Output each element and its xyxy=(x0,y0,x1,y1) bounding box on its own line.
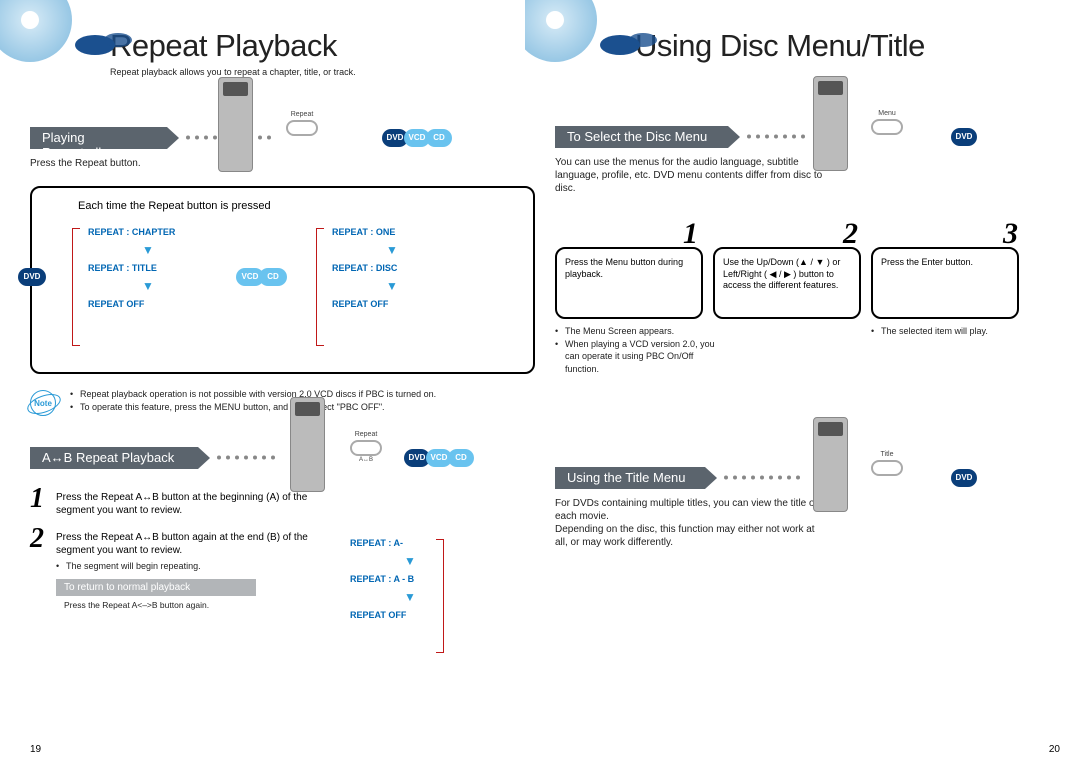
return-bar: To return to normal playback xyxy=(56,579,256,596)
section-ab-repeat: A↔B Repeat Playback xyxy=(30,447,198,469)
section-disc-menu: To Select the Disc Menu xyxy=(555,126,728,148)
repeat-ab-button-icon: Repeat A↔B xyxy=(346,431,386,469)
cd-side-badge: CD xyxy=(259,268,287,286)
remote-icon xyxy=(813,76,848,171)
down-arrow-icon: ▼ xyxy=(322,240,462,260)
step2-box: Use the Up/Down (▲ / ▼ ) or Left/Right (… xyxy=(713,247,861,319)
disc-menu-text: You can use the menus for the audio lang… xyxy=(555,156,845,195)
page-subtitle: Repeat playback allows you to repeat a c… xyxy=(110,67,535,77)
media-badges: DVDVCDCD xyxy=(386,127,452,147)
flow-item: REPEAT : CHAPTER xyxy=(78,224,218,240)
flow-item: REPEAT OFF xyxy=(322,296,462,312)
page-title-left: Repeat Playback xyxy=(110,28,535,64)
flow-item: REPEAT : DISC xyxy=(322,260,462,276)
section-playing-repeatedly: Playing Repeatedly xyxy=(30,127,167,149)
flow-bracket xyxy=(316,228,324,346)
flow-item: REPEAT : TITLE xyxy=(78,260,218,276)
page-number: 20 xyxy=(1049,744,1060,755)
remote-icon xyxy=(218,77,253,172)
step-text: Press the Repeat A↔B button again at the… xyxy=(56,525,310,557)
media-badges: DVD xyxy=(955,467,977,487)
disc-decoration xyxy=(525,0,665,70)
down-arrow-icon: ▼ xyxy=(78,240,218,260)
down-arrow-icon: ▼ xyxy=(340,587,480,607)
note-icon: Note xyxy=(30,390,60,416)
step-number: 1 xyxy=(683,217,698,251)
dvd-side-badge: DVD xyxy=(18,268,46,286)
dots-decor xyxy=(723,475,811,480)
title-button-icon: Title xyxy=(867,451,907,489)
step-number: 2 xyxy=(30,525,56,557)
remote-icon xyxy=(290,397,325,492)
return-text: Press the Repeat A<–>B button again. xyxy=(56,600,310,610)
flow-bracket xyxy=(436,539,444,653)
flow-item: REPEAT : ONE xyxy=(322,224,462,240)
down-arrow-icon: ▼ xyxy=(340,551,480,571)
title-menu-text: For DVDs containing multiple titles, you… xyxy=(555,497,825,549)
disc-decoration xyxy=(0,0,140,70)
down-arrow-icon: ▼ xyxy=(78,276,218,296)
step3-box: Press the Enter button. xyxy=(871,247,1019,319)
dots-decor xyxy=(216,455,286,460)
page-number: 19 xyxy=(30,744,41,755)
media-badges: DVDVCDCD xyxy=(408,447,474,467)
repeat-flow-box: Each time the Repeat button is pressed D… xyxy=(30,186,535,374)
section-title-menu: Using the Title Menu xyxy=(555,467,705,489)
step1-box: Press the Menu button during playback. xyxy=(555,247,703,319)
step-number: 2 xyxy=(843,217,858,251)
ab-flow: REPEAT : A- ▼ REPEAT : A - B ▼ REPEAT OF… xyxy=(340,535,480,623)
step-number: 1 xyxy=(30,485,56,517)
flow-bracket xyxy=(72,228,80,346)
step-number: 3 xyxy=(1003,217,1018,251)
menu-button-icon: Menu xyxy=(867,110,907,148)
dots-decor xyxy=(746,134,814,139)
step1-bullet: When playing a VCD version 2.0, you can … xyxy=(555,338,727,376)
box-caption: Each time the Repeat button is pressed xyxy=(78,200,519,212)
flow-item: REPEAT OFF xyxy=(78,296,218,312)
remote-icon xyxy=(813,417,848,512)
note-block: Note Repeat playback operation is not po… xyxy=(30,388,535,413)
repeat-button-icon: Repeat xyxy=(282,111,322,149)
down-arrow-icon: ▼ xyxy=(322,276,462,296)
step3-bullet: The selected item will play. xyxy=(871,325,1027,338)
page-title-right: Using Disc Menu/Title xyxy=(635,28,1060,64)
step-text: Press the Repeat A↔B button at the begin… xyxy=(56,485,310,517)
step-sub: The segment will begin repeating. xyxy=(56,560,310,573)
media-badges: DVD xyxy=(955,126,977,146)
step1-bullet: The Menu Screen appears. xyxy=(555,325,727,338)
